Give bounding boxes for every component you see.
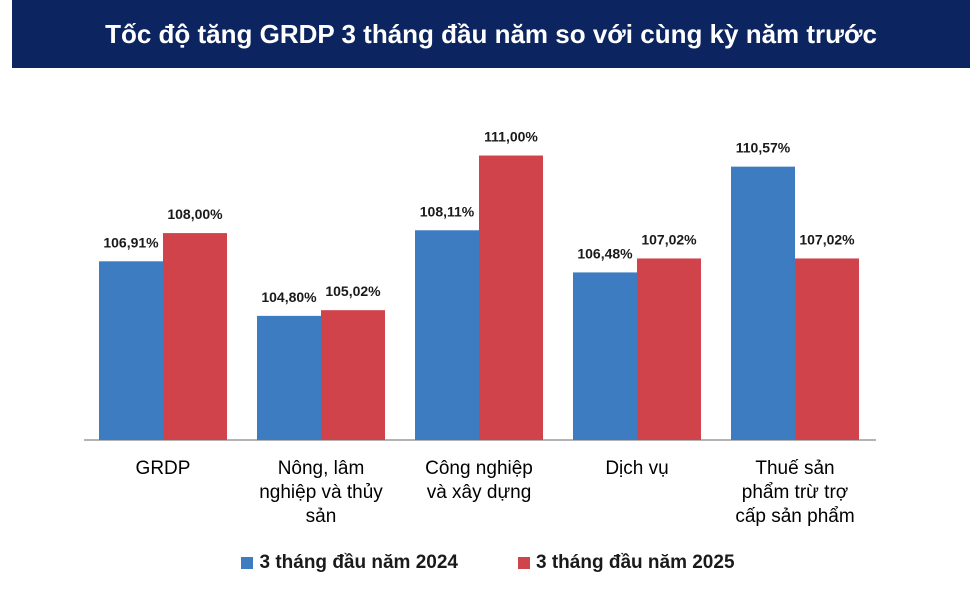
category-label-2-line-0: Công nghiệp: [425, 458, 533, 479]
legend: 3 tháng đầu năm 2024 3 tháng đầu năm 202…: [0, 552, 976, 574]
bar-2025-0: [163, 233, 227, 440]
category-label-0-line-0: GRDP: [136, 458, 191, 479]
value-label-2024-4: 110,57%: [736, 140, 791, 156]
legend-item-2025: 3 tháng đầu năm 2025: [518, 552, 735, 574]
bar-2025-1: [321, 310, 385, 440]
value-label-2025-1: 105,02%: [325, 283, 381, 299]
bar-2024-3: [573, 272, 637, 440]
category-label-4-line-1: phẩm trừ trợ: [742, 482, 848, 503]
value-label-2024-3: 106,48%: [577, 245, 633, 261]
value-label-2024-1: 104,80%: [261, 289, 317, 305]
legend-label-2025: 3 tháng đầu năm 2025: [536, 552, 735, 573]
category-label-4-line-0: Thuế sản: [755, 458, 834, 479]
legend-item-2024: 3 tháng đầu năm 2024: [241, 552, 458, 574]
bar-2025-3: [637, 258, 701, 440]
bar-2025-4: [795, 258, 859, 440]
value-label-2025-4: 107,02%: [799, 231, 855, 247]
category-label-1-line-2: sản: [306, 506, 337, 527]
legend-swatch-2025: [518, 557, 530, 569]
value-label-2025-2: 111,00%: [484, 129, 538, 145]
category-label-3-line-0: Dịch vụ: [605, 458, 668, 479]
value-label-2025-0: 108,00%: [167, 206, 223, 222]
value-label-2024-0: 106,91%: [103, 234, 159, 250]
chart-title: Tốc độ tăng GRDP 3 tháng đầu năm so với …: [105, 18, 877, 49]
bar-2024-2: [415, 230, 479, 440]
category-label-1-line-1: nghiệp và thủy: [259, 482, 383, 503]
bar-2024-0: [99, 261, 163, 440]
value-label-2024-2: 108,11%: [420, 203, 475, 219]
legend-swatch-2024: [241, 557, 254, 569]
value-label-2025-3: 107,02%: [641, 231, 697, 247]
title-bar: Tốc độ tăng GRDP 3 tháng đầu năm so với …: [12, 0, 970, 68]
bar-2024-4: [731, 166, 795, 440]
category-label-2-line-1: và xây dựng: [427, 482, 532, 503]
category-label-4-line-2: cấp sản phẩm: [735, 506, 854, 527]
legend-label-2024: 3 tháng đầu năm 2024: [259, 552, 458, 573]
category-label-1-line-0: Nông, lâm: [278, 458, 365, 479]
bar-2025-2: [479, 155, 543, 440]
bar-2024-1: [257, 315, 321, 440]
